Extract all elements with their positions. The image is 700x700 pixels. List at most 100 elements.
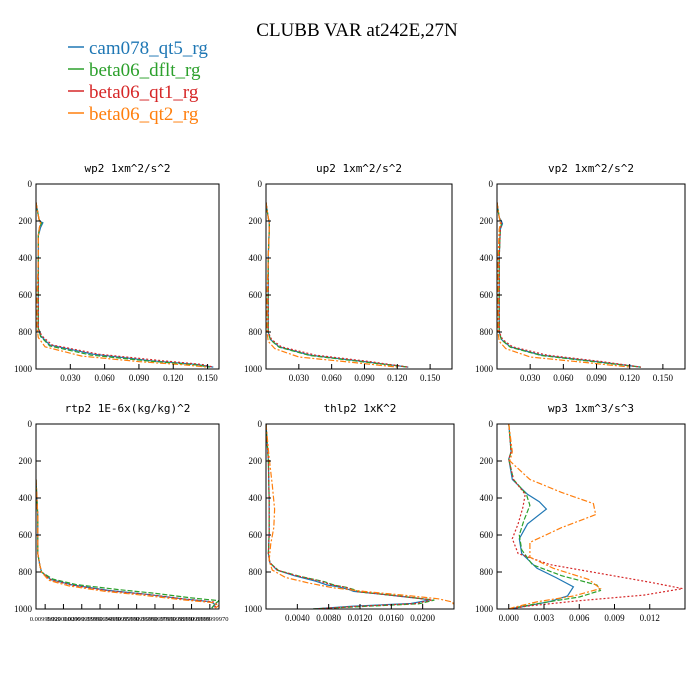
x-tick-label: 0.030 xyxy=(60,373,81,383)
x-tick-label: 0.020000000 xyxy=(46,616,80,623)
series-line xyxy=(266,424,454,606)
y-tick-label: 0 xyxy=(489,179,494,189)
x-tick-label: 0.120 xyxy=(163,373,184,383)
series-line xyxy=(497,202,641,368)
x-tick-label: 0.000 xyxy=(499,613,520,623)
y-tick-label: 1000 xyxy=(14,604,33,614)
chart-panel: up2 1xm^2/s^2 0 200 400 600 800 1000 0.030 0.060… xyxy=(244,162,453,383)
y-tick-label: 800 xyxy=(19,327,33,337)
figure-title: CLUBB VAR at242E,27N xyxy=(256,20,458,41)
legend-entry: cam078_qt5_rg xyxy=(68,38,208,59)
x-tick-label: 0.030 xyxy=(289,373,310,383)
y-tick-label: 800 xyxy=(249,567,263,577)
y-tick-label: 0 xyxy=(258,419,263,429)
y-tick-label: 0 xyxy=(28,419,33,429)
series-line xyxy=(497,202,641,368)
y-tick-label: 600 xyxy=(480,290,494,300)
series-line xyxy=(497,202,630,368)
y-tick-label: 200 xyxy=(480,456,494,466)
y-tick-label: 600 xyxy=(249,290,263,300)
panel-title: thlp2 1xK^2 xyxy=(324,402,397,415)
chart-panel: thlp2 1xK^2 0 200 400 600 800 1000 0.0040 0.0080… xyxy=(244,402,455,623)
x-tick-label: 0.090 xyxy=(129,373,150,383)
plot-frame xyxy=(496,423,686,610)
series-line xyxy=(36,202,214,368)
series-line xyxy=(36,202,210,368)
series-line xyxy=(266,202,409,368)
chart-panel: rtp2 1E-6x(kg/kg)^2 0 200 400 600 800 1000 0.00… xyxy=(14,402,229,623)
x-tick-label: 0.0160 xyxy=(379,613,404,623)
y-tick-label: 1000 xyxy=(244,364,263,374)
series-line xyxy=(266,202,409,368)
x-tick-label: 0.0120 xyxy=(348,613,373,623)
legend-entry: beta06_dflt_rg xyxy=(68,60,201,81)
x-tick-label: 0.060 xyxy=(553,373,574,383)
series-line xyxy=(266,424,431,609)
y-tick-label: 800 xyxy=(19,567,33,577)
y-tick-label: 200 xyxy=(19,216,33,226)
y-tick-label: 0 xyxy=(489,419,494,429)
y-tick-label: 400 xyxy=(480,253,494,263)
x-tick-label: 0.120 xyxy=(620,373,641,383)
plot-frame xyxy=(35,423,220,610)
x-tick-label: 0.0399999999 xyxy=(81,616,118,623)
y-tick-label: 400 xyxy=(249,493,263,503)
x-tick-label: 0.060 xyxy=(95,373,116,383)
x-tick-label: 0.0599999999 xyxy=(118,616,155,623)
x-tick-label: 0.012 xyxy=(640,613,660,623)
chart-panel: wp3 1xm^3/s^3 0 200 400 600 800 1000 0.000 0.003… xyxy=(475,402,686,623)
y-tick-label: 1000 xyxy=(475,364,494,374)
plot-frame xyxy=(265,183,453,370)
y-tick-label: 400 xyxy=(249,253,263,263)
plot-frame xyxy=(265,423,455,610)
plot-area xyxy=(266,424,454,609)
x-tick-label: 0.150 xyxy=(420,373,441,383)
series-line xyxy=(508,424,602,609)
x-tick-label: 0.0499999999 xyxy=(100,616,137,623)
x-tick-label: 0.0040 xyxy=(285,613,310,623)
x-tick-label: 0.009 xyxy=(604,613,625,623)
plot-area xyxy=(497,202,641,368)
y-tick-label: 600 xyxy=(19,290,33,300)
chart-panel: wp2 1xm^2/s^2 0 200 400 600 800 1000 0.030 0.060… xyxy=(14,162,220,383)
y-tick-label: 400 xyxy=(19,253,33,263)
series-line xyxy=(266,202,398,368)
series-line xyxy=(36,479,219,609)
x-tick-label: 0.0299999999 xyxy=(63,616,100,623)
y-tick-label: 800 xyxy=(480,567,494,577)
plot-frame xyxy=(496,183,686,370)
legend-label: beta06_qt1_rg xyxy=(89,82,199,103)
x-tick-label: 0.090 xyxy=(354,373,375,383)
plot-area xyxy=(36,202,214,368)
series-line xyxy=(36,202,208,368)
series-line xyxy=(36,479,219,609)
x-tick-label: 0.0200 xyxy=(410,613,435,623)
y-tick-label: 400 xyxy=(19,493,33,503)
series-line xyxy=(508,424,602,609)
x-tick-label: 0.0999999970 xyxy=(191,616,228,623)
y-tick-label: 600 xyxy=(249,530,263,540)
panel-title: up2 1xm^2/s^2 xyxy=(316,162,402,175)
x-tick-label: 0.120 xyxy=(387,373,408,383)
series-line xyxy=(266,424,435,609)
series-line xyxy=(266,424,433,609)
x-tick-label: 0.006 xyxy=(569,613,590,623)
x-tick-label: 0.00999999 xyxy=(30,616,61,623)
x-tick-label: 0.0799999999 xyxy=(155,616,192,623)
plot-frame xyxy=(35,183,220,370)
legend-entry: beta06_qt2_rg xyxy=(68,104,199,125)
series-line xyxy=(508,424,683,609)
y-tick-label: 200 xyxy=(249,216,263,226)
plot-area xyxy=(36,479,219,609)
x-tick-label: 0.0080 xyxy=(316,613,341,623)
legend-label: beta06_dflt_rg xyxy=(89,60,201,81)
panel-title: wp2 1xm^2/s^2 xyxy=(84,162,170,175)
panel-title: rtp2 1E-6x(kg/kg)^2 xyxy=(65,402,191,415)
panel-title: wp3 1xm^3/s^3 xyxy=(548,402,634,415)
y-tick-label: 600 xyxy=(480,530,494,540)
chart-panels: wp2 1xm^2/s^2 0 200 400 600 800 1000 0.030 0.060… xyxy=(14,162,686,623)
y-tick-label: 1000 xyxy=(244,604,263,614)
legend-label: beta06_qt2_rg xyxy=(89,104,199,125)
legend: cam078_qt5_rg beta06_dflt_rg beta06_qt1_… xyxy=(68,38,208,125)
